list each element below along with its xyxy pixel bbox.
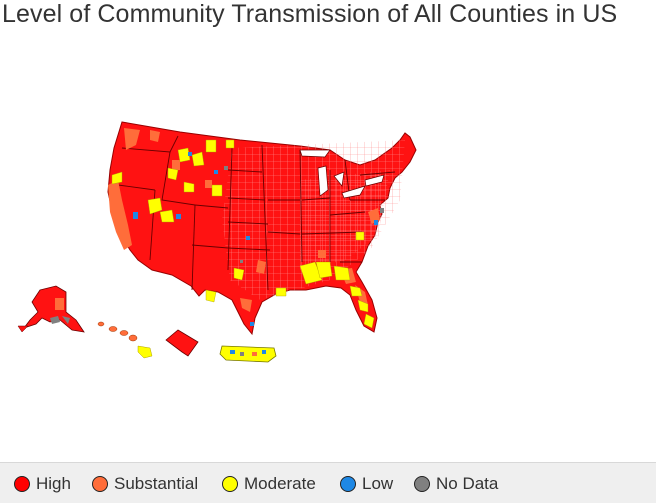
legend-item-moderate[interactable]: Moderate bbox=[222, 474, 316, 494]
great-lakes bbox=[299, 149, 385, 199]
no-data-swatch-icon bbox=[414, 476, 430, 492]
contiguous-us[interactable] bbox=[107, 121, 417, 336]
legend-item-high[interactable]: High bbox=[14, 474, 71, 494]
high-swatch-icon bbox=[14, 476, 30, 492]
hawaii[interactable] bbox=[97, 321, 153, 359]
guam[interactable] bbox=[165, 329, 199, 357]
puerto-rico[interactable] bbox=[219, 345, 277, 363]
substantial-swatch-icon bbox=[92, 476, 108, 492]
moderate-counties[interactable] bbox=[111, 139, 375, 329]
map-legend: High Substantial Moderate Low No Data bbox=[0, 462, 656, 503]
alaska[interactable] bbox=[17, 285, 85, 333]
legend-label-low: Low bbox=[362, 474, 394, 493]
legend-label-moderate: Moderate bbox=[244, 474, 316, 493]
legend-label-high: High bbox=[36, 474, 71, 493]
legend-item-substantial[interactable]: Substantial bbox=[92, 474, 198, 494]
no-data-counties[interactable] bbox=[224, 166, 384, 263]
map-svg[interactable] bbox=[0, 0, 656, 460]
map-title: Level of Community Transmission of All C… bbox=[2, 0, 618, 28]
substantial-counties[interactable] bbox=[108, 128, 380, 312]
legend-item-no-data[interactable]: No Data bbox=[414, 474, 498, 494]
legend-item-low[interactable]: Low bbox=[340, 474, 393, 494]
us-county-map[interactable] bbox=[0, 0, 656, 460]
moderate-swatch-icon bbox=[222, 476, 238, 492]
legend-label-substantial: Substantial bbox=[114, 474, 199, 493]
legend-label-no-data: No Data bbox=[436, 474, 499, 493]
low-counties[interactable] bbox=[133, 152, 378, 326]
low-swatch-icon bbox=[340, 476, 356, 492]
